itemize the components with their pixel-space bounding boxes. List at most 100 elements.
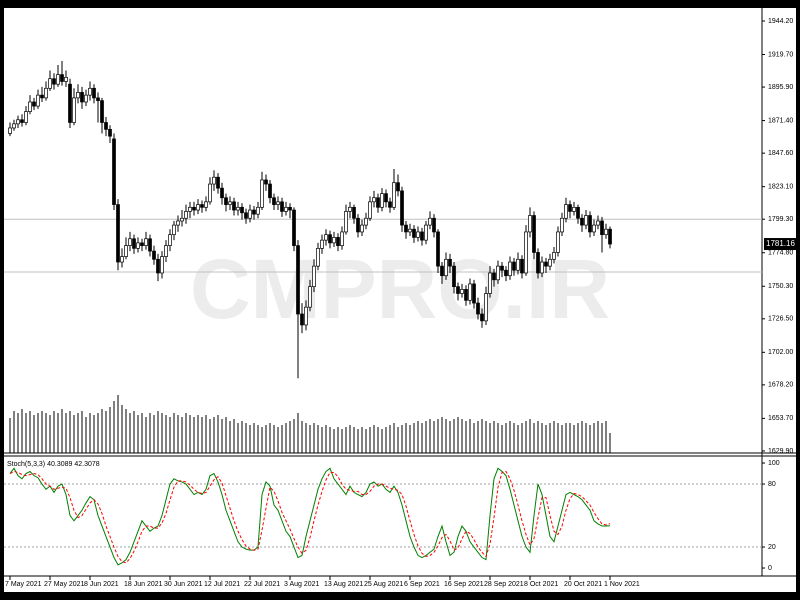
candle-body [588, 215, 592, 233]
candle-body [256, 206, 260, 215]
candle-body [596, 220, 600, 226]
candle-body [76, 92, 80, 99]
candle-body [500, 265, 504, 271]
candle-body [572, 206, 576, 212]
y-tick-label: 1750.30 [768, 283, 793, 290]
candle-body [332, 237, 336, 244]
candle-body [32, 101, 36, 107]
candle-body [36, 94, 40, 107]
candle-body [96, 97, 100, 101]
candle-body [280, 201, 284, 212]
candle-body [520, 258, 524, 274]
candle-body [100, 100, 104, 123]
candle-body [372, 197, 376, 203]
candle-body [392, 182, 396, 208]
candle-body [200, 204, 204, 208]
indicator-signal-value: 42.3078 [74, 461, 99, 468]
candle-body [92, 87, 96, 99]
x-tick-label: 3 Aug 2021 [284, 581, 320, 588]
y-tick-label: 1919.70 [768, 51, 793, 58]
candle-body [576, 206, 580, 219]
candle-body [220, 187, 224, 199]
candle-body [480, 313, 484, 322]
x-tick-label: 30 Jun 2021 [164, 581, 203, 588]
candle-body [600, 220, 604, 236]
candle-body [516, 258, 520, 271]
price-label-box [764, 238, 796, 251]
candle-body [12, 123, 16, 129]
y-tick-label: 1702.00 [768, 349, 793, 356]
x-tick-label: 6 Sep 2021 [404, 581, 440, 588]
candle-body [180, 217, 184, 222]
candle-body [380, 193, 384, 208]
y-tick-label: 1823.10 [768, 184, 793, 191]
candle-body [408, 228, 412, 233]
candle-body [428, 217, 432, 226]
candle-body [20, 119, 24, 123]
candle-body [496, 265, 500, 281]
candle-body [236, 206, 240, 211]
candle-body [24, 111, 28, 123]
candle-body [348, 206, 352, 212]
candle-body [68, 83, 72, 123]
indicator-line [9, 470, 611, 564]
y-tick-label: 1895.90 [768, 84, 793, 91]
candle-body [524, 231, 528, 274]
x-tick-label: 25 Aug 2021 [364, 581, 403, 588]
candle-body [304, 306, 308, 326]
candle-body [232, 201, 236, 211]
candle-body [300, 313, 304, 326]
x-tick-label: 7 May 2021 [5, 581, 42, 588]
x-tick-label: 8 Jun 2021 [84, 581, 119, 588]
candle-body [240, 206, 244, 214]
candle-body [512, 261, 516, 271]
candle-body [248, 209, 252, 219]
candle-body [164, 245, 168, 257]
candle-body [556, 231, 560, 253]
candle-body [324, 234, 328, 241]
indicator-name: Stoch(5,3,3) [7, 461, 45, 468]
candle-body [196, 204, 200, 211]
candle-body [472, 283, 476, 304]
candle-body [208, 183, 212, 203]
candle-body [584, 215, 588, 226]
candle-body [144, 238, 148, 246]
candle-body [508, 261, 512, 277]
candle-body [308, 286, 312, 308]
watermark: CMPRO.IR [190, 242, 610, 336]
candle-body [544, 261, 548, 267]
candle-body [268, 183, 272, 199]
candle-body [56, 74, 60, 85]
candle-body [148, 238, 152, 252]
candle-body [532, 215, 536, 253]
candle-body [212, 176, 216, 185]
candle-body [84, 94, 88, 103]
candle-body [336, 237, 340, 246]
candle-body [88, 87, 92, 96]
candle-body [540, 261, 544, 274]
candle-body [228, 201, 232, 205]
candle-body [568, 204, 572, 212]
candle-body [288, 206, 292, 211]
candle-body [368, 201, 372, 219]
chart-background [4, 8, 796, 592]
candle-body [168, 234, 172, 246]
candle-body [136, 242, 140, 249]
candle-body [464, 289, 468, 301]
candle-body [156, 258, 160, 274]
candle-body [204, 201, 208, 208]
x-tick-label: 16 Sep 2021 [444, 581, 484, 588]
candle-body [296, 245, 300, 315]
x-tick-label: 20 Oct 2021 [564, 581, 602, 588]
candle-body [80, 92, 84, 103]
indicator-label: Stoch(5,3,3) 40.3089 42.3078 [7, 461, 100, 468]
candle-body [432, 217, 436, 233]
candle-body [448, 258, 452, 267]
candle-body [468, 283, 472, 301]
candle-body [48, 78, 52, 89]
x-tick-label: 27 May 2021 [44, 581, 85, 588]
candle-body [244, 212, 248, 219]
y-tick-label: 1774.80 [768, 250, 793, 257]
